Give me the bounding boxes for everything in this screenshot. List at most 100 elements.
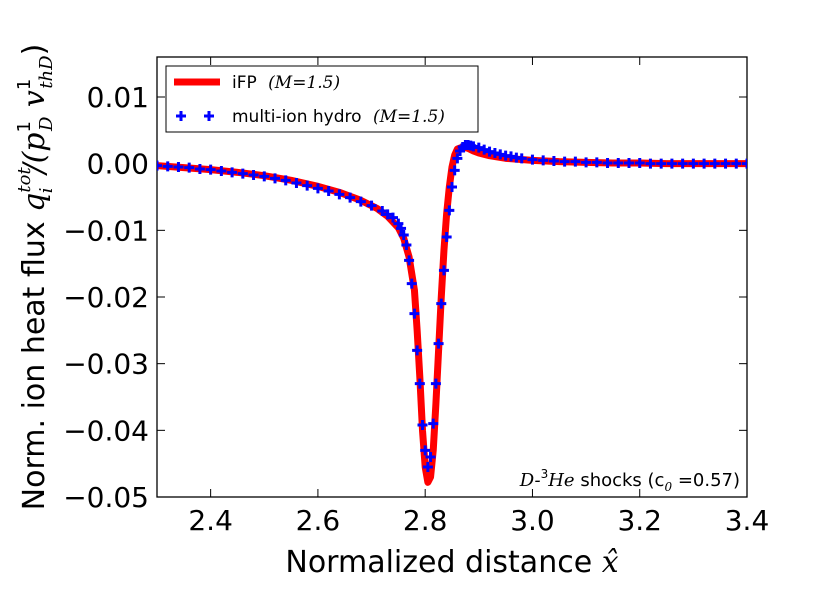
series-point-hydro <box>404 255 415 266</box>
series-point-hydro <box>438 265 449 276</box>
y-tick-label: −0.04 <box>63 414 149 447</box>
series-point-hydro <box>162 161 173 172</box>
series-point-hydro <box>417 420 428 430</box>
series-point-hydro <box>688 158 699 169</box>
annotation-prefix: D- <box>519 470 541 491</box>
y-axis-label-v-sup: 1 <box>14 79 35 90</box>
legend: iFP (M=1.5) multi-ion hydro (M=1.5) <box>165 65 479 133</box>
legend-label-ifp: iFP (M=1.5) <box>232 73 340 93</box>
y-axis-label-v-sub: thD <box>36 55 57 89</box>
series-point-hydro <box>473 142 484 153</box>
series-point-hydro <box>425 452 436 462</box>
y-axis-label-denom-sub: D <box>36 116 57 132</box>
series-point-hydro <box>420 445 431 456</box>
series-point-hydro <box>398 230 409 240</box>
series-point-hydro <box>409 308 420 319</box>
series-point-hydro <box>396 223 407 234</box>
series-point-hydro <box>194 164 205 174</box>
series-point-hydro <box>433 338 444 349</box>
series-point-hydro <box>677 158 688 169</box>
series-point-hydro <box>382 209 393 220</box>
series-point-hydro <box>291 178 302 188</box>
series-point-hydro <box>666 158 677 169</box>
y-axis-label-denom-sup: 1 <box>14 121 35 132</box>
series-point-hydro <box>645 158 656 169</box>
x-tick-label: 3.4 <box>725 504 770 537</box>
series-point-hydro <box>355 196 366 207</box>
series-point-hydro <box>479 144 490 155</box>
series-point-hydro <box>302 180 313 191</box>
series-point-hydro <box>401 240 412 250</box>
annotation-text: shocks (c <box>575 470 665 491</box>
series-point-hydro <box>323 186 334 196</box>
y-tick-label: −0.02 <box>63 281 149 314</box>
y-axis-label-sub: i <box>36 188 57 194</box>
y-axis-label-text: Norm. ion heat flux <box>17 212 52 511</box>
series-point-hydro <box>388 212 398 223</box>
legend-marker-hydro <box>176 111 214 121</box>
series-point-hydro <box>581 157 592 168</box>
x-axis-label-text: Normalized distance <box>285 545 601 580</box>
legend-box <box>165 65 479 133</box>
series-line-ifp <box>157 143 747 486</box>
y-axis-label-sup: tot <box>14 167 35 193</box>
series-point-hydro <box>624 158 634 168</box>
series-point-hydro <box>157 160 162 171</box>
y-axis-label-v: v <box>17 90 52 117</box>
series-point-hydro <box>430 378 441 389</box>
series-point-hydro <box>412 345 423 356</box>
series-point-hydro <box>709 158 720 169</box>
series-point-hydro <box>414 378 425 389</box>
series-point-hydro <box>422 462 433 472</box>
series-point-hydro <box>742 158 747 169</box>
legend-label-hydro-math: (M=1.5) <box>373 107 445 127</box>
series-point-hydro <box>173 162 184 172</box>
y-tick-label: 0.01 <box>87 81 149 114</box>
legend-label-ifp-math: (M=1.5) <box>268 73 340 93</box>
x-axis-label: Normalized distance x̂ <box>285 545 618 580</box>
x-tick-label: 3.0 <box>510 504 555 537</box>
series-point-hydro <box>731 158 742 169</box>
x-axis-label-symbol: x̂ <box>602 545 619 580</box>
series-point-hydro <box>602 158 613 168</box>
series-point-hydro <box>436 298 447 309</box>
legend-label-ifp-text: iFP <box>232 73 257 93</box>
legend-label-hydro-text: multi-ion hydro <box>232 107 362 127</box>
series-point-hydro <box>406 278 417 289</box>
series-point-hydro <box>444 205 455 216</box>
annotation-sup: 3 <box>541 467 549 481</box>
series-point-hydro <box>377 206 388 216</box>
series-point-hydro <box>656 158 667 169</box>
series-point-hydro <box>720 158 731 169</box>
plot-area <box>156 56 748 498</box>
series-point-hydro <box>312 183 323 194</box>
series-point-hydro <box>527 154 538 165</box>
series-point-hydro <box>334 189 345 200</box>
y-tick-label: 0.00 <box>87 148 149 181</box>
series-point-hydro <box>613 158 624 168</box>
series-point-hydro <box>447 182 457 192</box>
series-point-hydro <box>449 165 460 176</box>
y-axis-label-close: ) <box>17 44 52 56</box>
y-tick-label: −0.05 <box>63 481 149 514</box>
series-point-hydro <box>452 153 463 164</box>
y-axis: 0.01 0.00 −0.01 −0.02 −0.03 −0.04 −0.05 <box>63 81 747 514</box>
x-tick-label: 2.8 <box>403 504 448 537</box>
x-tick-label: 3.2 <box>617 504 662 537</box>
y-tick-label: −0.03 <box>63 348 149 381</box>
series-point-hydro <box>366 200 377 211</box>
series-point-hydro <box>559 156 570 167</box>
series-point-hydro <box>248 170 259 180</box>
annotation-sub: 0 <box>664 480 672 494</box>
series-point-hydro <box>345 192 356 203</box>
annotation-shocks: D-3He shocks (c0 =0.57) <box>519 467 740 494</box>
annotation-value: =0.57) <box>672 470 740 491</box>
series-point-hydro <box>184 162 195 173</box>
y-axis-label-q: q <box>17 193 52 212</box>
y-tick-label: −0.01 <box>63 214 149 247</box>
series-point-hydro <box>270 173 280 184</box>
series-point-hydro <box>516 153 527 164</box>
legend-label-hydro: multi-ion hydro (M=1.5) <box>232 107 445 127</box>
series-point-hydro <box>548 156 559 166</box>
